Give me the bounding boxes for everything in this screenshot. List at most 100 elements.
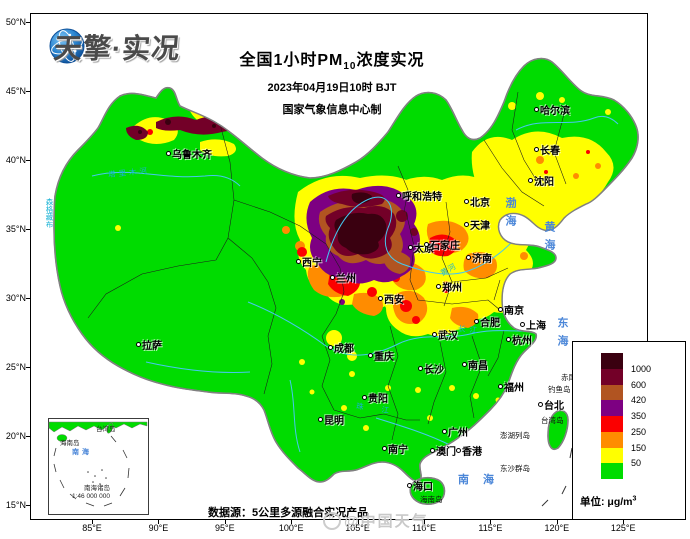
- city-label: 兰州: [336, 274, 356, 285]
- city-marker: 郑州: [436, 283, 462, 294]
- city-dot: [382, 446, 387, 451]
- city-marker: 拉萨: [136, 341, 162, 352]
- legend-threshold-label: 1000: [631, 363, 652, 374]
- city-dot: [362, 395, 367, 400]
- lat-tick: [26, 367, 30, 368]
- river-layer: [91, 115, 619, 453]
- city-label: 太原: [414, 244, 434, 255]
- lat-label: 40°N: [5, 155, 26, 165]
- city-dot: [464, 199, 469, 204]
- city-dot: [368, 353, 373, 358]
- lon-label: 120°E: [544, 523, 570, 533]
- legend-threshold-label: 150: [631, 442, 647, 453]
- city-marker: 长春: [534, 146, 560, 157]
- city-label: 乌鲁木齐: [172, 150, 212, 161]
- sea-label: 黄海: [543, 221, 555, 257]
- city-label: 石家庄: [430, 241, 460, 252]
- lat-label: 20°N: [5, 431, 26, 441]
- city-dot: [418, 366, 423, 371]
- lon-label: 105°E: [345, 523, 370, 533]
- title-suffix: 浓度实况: [356, 52, 425, 69]
- city-dot: [296, 259, 301, 264]
- unit-text: 单位: μg/m: [580, 496, 633, 508]
- city-marker: 武汉: [432, 331, 458, 342]
- inset-map-south-china-sea: [48, 418, 149, 515]
- city-label: 合肥: [480, 318, 500, 329]
- title-prefix: 全国1小时PM: [239, 52, 344, 69]
- city-label: 长沙: [424, 365, 444, 376]
- legend-colorbar: [601, 353, 623, 479]
- lat-label: 30°N: [5, 293, 26, 303]
- city-label: 澳门: [436, 447, 456, 458]
- city-label: 杭州: [512, 336, 532, 347]
- city-label: 呼和浩特: [402, 192, 442, 203]
- city-label: 香港: [462, 447, 482, 458]
- lon-tick: [424, 520, 425, 524]
- city-dot: [534, 107, 539, 112]
- island-label: 东沙群岛: [500, 464, 530, 473]
- producer-label: 国家气象信息中心制: [282, 104, 382, 116]
- city-dot: [506, 337, 511, 342]
- lat-tick: [26, 22, 30, 23]
- city-dot: [432, 332, 437, 337]
- city-dot: [136, 342, 141, 347]
- city-label: 武汉: [438, 331, 458, 342]
- lon-label: 115°E: [478, 523, 503, 533]
- legend-color-segment: [601, 384, 623, 401]
- city-marker: 天津: [464, 221, 490, 232]
- city-dot: [442, 429, 447, 434]
- watermark: ” @中国天气: [323, 510, 429, 531]
- city-marker: 沈阳: [528, 177, 554, 188]
- legend-threshold-label: 420: [631, 395, 647, 406]
- sea-label: 渤海: [504, 197, 516, 233]
- inset-label: 南海: [72, 449, 92, 456]
- city-label: 西安: [384, 295, 404, 306]
- legend-threshold-label: 250: [631, 426, 647, 437]
- lat-label: 50°N: [5, 17, 26, 27]
- city-label: 西宁: [302, 258, 322, 269]
- city-marker: 上海: [520, 321, 546, 332]
- city-marker: 广州: [442, 428, 468, 439]
- island-label: 台湾岛: [541, 416, 564, 425]
- city-label: 南昌: [468, 361, 488, 372]
- city-dot: [378, 296, 383, 301]
- lat-label: 15°N: [5, 500, 26, 510]
- city-marker: 香港: [456, 447, 482, 458]
- legend-color-segment: [601, 431, 623, 448]
- datetime-label: 2023年04月19日10时 BJT: [267, 82, 397, 94]
- city-dot: [424, 242, 429, 247]
- lon-tick: [92, 520, 93, 524]
- city-label: 广州: [448, 428, 468, 439]
- legend-color-segment: [601, 463, 623, 479]
- city-dot: [538, 402, 543, 407]
- city-dot: [466, 255, 471, 260]
- lat-tick: [26, 436, 30, 437]
- legend-color-segment: [601, 368, 623, 385]
- city-label: 福州: [504, 383, 524, 394]
- river-label: 森格藏布: [45, 198, 54, 228]
- city-label: 上海: [526, 321, 546, 332]
- city-dot: [462, 362, 467, 367]
- city-label: 南京: [504, 306, 524, 317]
- lat-tick: [26, 160, 30, 161]
- lon-label: 85°E: [82, 523, 102, 533]
- lon-tick: [158, 520, 160, 524]
- city-label: 济南: [472, 254, 492, 265]
- city-marker: 贵阳: [362, 394, 388, 405]
- lon-tick: [291, 520, 293, 524]
- page-title: 全国1小时PM10浓度实况: [167, 46, 497, 72]
- city-marker: 合肥: [474, 318, 500, 329]
- legend-threshold-label: 350: [631, 411, 647, 421]
- city-marker: 西宁: [296, 258, 322, 269]
- city-label: 海口: [413, 482, 433, 493]
- lat-label: 35°N: [5, 224, 26, 234]
- city-marker: 澳门: [430, 447, 456, 458]
- legend-unit-label: 单位: μg/m3: [580, 494, 636, 509]
- city-label: 贵阳: [368, 394, 388, 405]
- legend-color-segment: [601, 400, 623, 416]
- city-marker: 南京: [498, 306, 524, 317]
- city-label: 南宁: [388, 445, 408, 456]
- city-marker: 西安: [378, 295, 404, 306]
- city-dot: [498, 384, 503, 389]
